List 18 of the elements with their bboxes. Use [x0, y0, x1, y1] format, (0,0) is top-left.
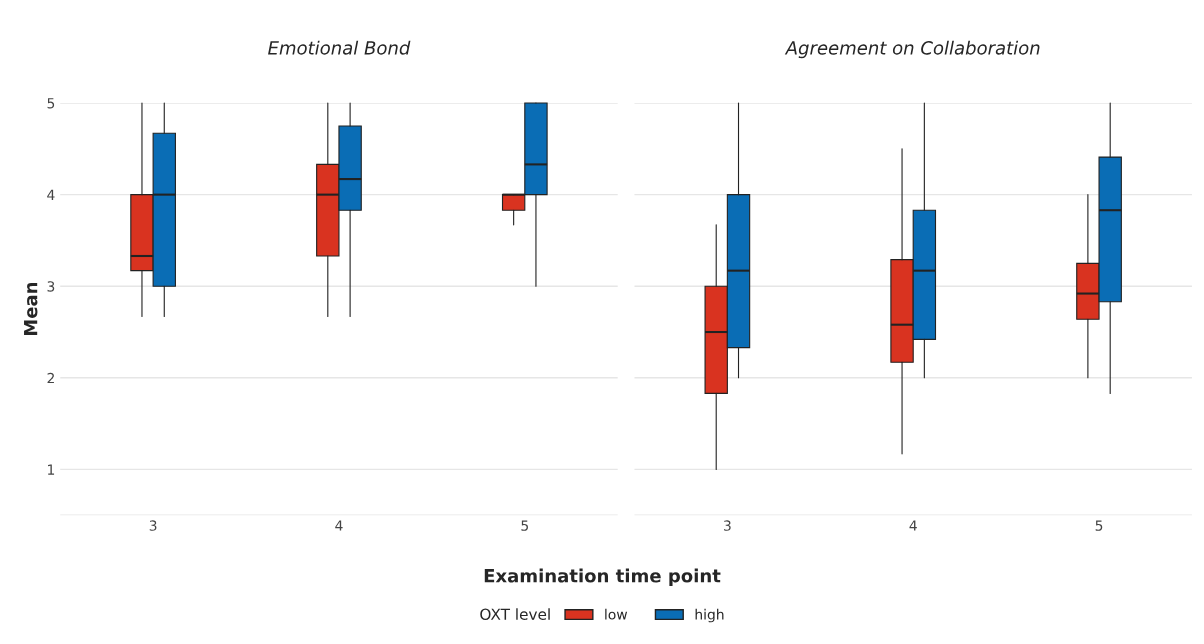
y-tick-label: 5	[47, 98, 55, 109]
chart-title: Emotional Bond	[268, 40, 411, 55]
x-tick-label: 5	[1095, 520, 1103, 531]
x-tick-label: 4	[909, 520, 917, 531]
legend-title: OXT level	[480, 608, 550, 621]
chart-title: Agreement on Collaboration	[784, 40, 1040, 59]
legend-label: high	[695, 608, 724, 623]
x-tick-label: 3	[724, 520, 731, 531]
legend-label: low	[605, 608, 628, 620]
y-tick-label: 1	[48, 464, 55, 475]
x-axis-title: Examination time point	[484, 568, 721, 587]
y-tick-label: 3	[47, 281, 55, 292]
x-tick-label: 5	[521, 520, 528, 531]
x-tick-label: 4	[335, 520, 343, 531]
y-tick-label: 4	[47, 189, 55, 200]
y-tick-label: 2	[47, 372, 54, 384]
x-tick-label: 3	[149, 520, 157, 531]
y-axis-title: Mean	[24, 282, 38, 336]
